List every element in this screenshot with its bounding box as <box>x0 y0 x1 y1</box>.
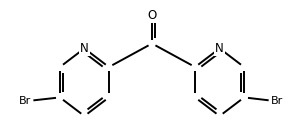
Text: O: O <box>147 9 157 22</box>
Text: N: N <box>215 42 224 55</box>
Text: Br: Br <box>19 96 31 106</box>
Text: N: N <box>80 42 89 55</box>
Text: Br: Br <box>271 96 284 106</box>
